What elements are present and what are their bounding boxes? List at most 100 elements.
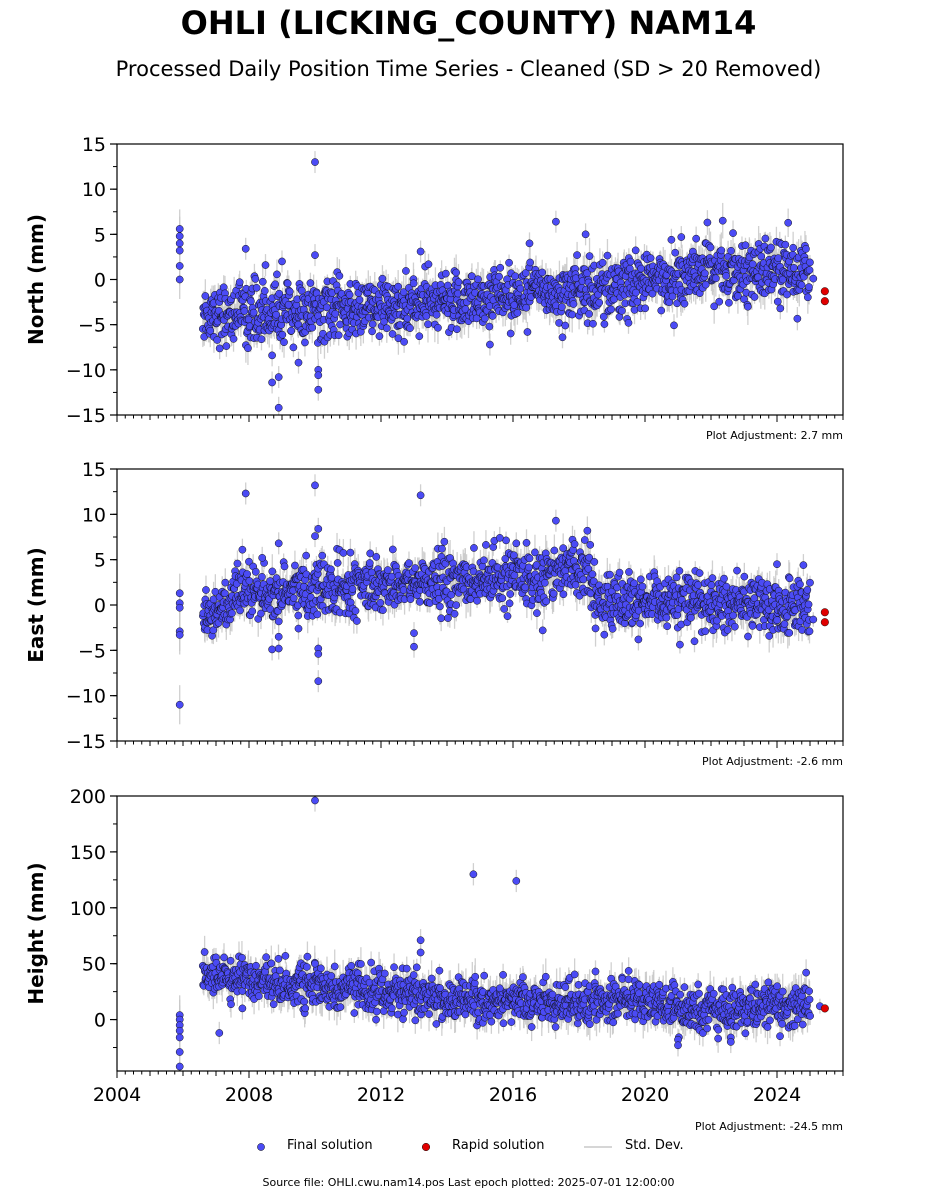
north-point <box>260 287 269 295</box>
east-point <box>366 549 375 558</box>
north-outlier-point <box>314 371 323 380</box>
north-outlier-point <box>294 358 303 367</box>
east-point <box>346 548 355 557</box>
north-point <box>668 292 677 301</box>
north-point <box>773 297 782 306</box>
north-point <box>754 273 762 282</box>
north-point <box>585 252 594 260</box>
north-outlier-point <box>314 385 323 394</box>
north-outlier-point <box>284 300 293 309</box>
north-point <box>665 298 674 307</box>
north-point <box>394 282 403 291</box>
north-point <box>729 229 737 237</box>
north-point <box>784 218 793 227</box>
north-outlier-point <box>400 337 408 346</box>
east-point <box>339 549 348 557</box>
north-point <box>273 270 281 279</box>
north-panel: 15 10 5 0 −5 −10 −15 North (mm) Plot Adjustment:… <box>24 134 844 442</box>
east-point <box>313 610 322 619</box>
north-point <box>472 314 481 323</box>
north-point <box>572 274 580 283</box>
north-point <box>715 297 724 306</box>
north-outlier-point <box>776 304 785 313</box>
east-point <box>327 565 335 574</box>
north-point <box>538 268 547 277</box>
east-point <box>416 598 424 606</box>
east-point <box>333 559 342 567</box>
north-point <box>789 243 797 252</box>
east-point <box>327 573 336 582</box>
north-point <box>513 309 522 317</box>
north-point <box>712 274 720 283</box>
north-point <box>631 246 640 255</box>
north-outlier-point <box>453 325 461 334</box>
north-point <box>409 279 418 288</box>
north-point <box>589 319 597 328</box>
north-point <box>526 258 534 267</box>
north-point <box>718 216 727 225</box>
north-point <box>595 298 604 307</box>
north-point <box>454 278 463 286</box>
north-point <box>468 272 476 281</box>
north-point <box>406 324 414 333</box>
north-outlier-point <box>311 158 319 166</box>
north-point <box>335 272 344 280</box>
north-point <box>251 275 260 283</box>
north-point <box>522 303 531 312</box>
north-point <box>767 243 775 252</box>
north-point <box>258 277 267 286</box>
east-point <box>268 567 277 576</box>
north-point <box>805 283 813 291</box>
north-point <box>725 298 733 307</box>
north-y-axis: 15 10 5 0 −5 −10 −15 <box>66 134 117 427</box>
north-point <box>569 300 578 308</box>
north-point <box>368 320 377 328</box>
north-point <box>257 335 266 344</box>
east-point <box>406 595 415 603</box>
east-point <box>383 566 392 574</box>
east-point <box>245 577 254 585</box>
north-outlier-point <box>667 235 676 244</box>
north-last-final-point <box>809 274 818 283</box>
north-point <box>789 264 798 272</box>
north-y-tick-label: −10 <box>66 360 106 382</box>
east-final-points <box>175 481 818 709</box>
east-point <box>236 606 244 615</box>
north-outlier-point <box>278 257 286 266</box>
north-point <box>378 274 387 283</box>
north-point <box>474 275 482 284</box>
north-point <box>600 320 609 328</box>
north-outlier-point <box>581 230 590 239</box>
north-point <box>748 260 757 269</box>
north-point <box>285 287 294 296</box>
north-point <box>249 308 258 317</box>
north-plot-adjustment: Plot Adjustment: 2.7 mm <box>706 429 843 442</box>
north-rapid-points <box>820 287 829 306</box>
north-point <box>618 306 626 315</box>
north-point <box>750 293 759 301</box>
north-outlier-point <box>525 239 534 248</box>
north-point <box>680 299 689 308</box>
east-point <box>372 553 381 561</box>
north-point <box>271 280 280 289</box>
north-point <box>744 302 752 311</box>
east-point <box>266 577 274 585</box>
north-early-point <box>175 232 184 240</box>
east-point <box>221 578 230 587</box>
north-point <box>516 284 525 293</box>
east-point <box>248 607 257 616</box>
north-point <box>703 218 712 227</box>
east-point <box>258 573 266 581</box>
north-point <box>626 257 635 266</box>
north-y-tick-label: −15 <box>66 405 106 427</box>
north-y-tick-label: 0 <box>94 270 106 292</box>
north-point <box>481 314 489 323</box>
page-title: OHLI (LICKING_COUNTY) NAM14 <box>180 4 757 42</box>
north-early-point <box>175 262 184 270</box>
north-point <box>757 252 766 261</box>
north-point <box>283 279 292 288</box>
north-point <box>275 289 284 298</box>
east-point <box>243 570 251 578</box>
north-outlier-point <box>486 340 494 349</box>
